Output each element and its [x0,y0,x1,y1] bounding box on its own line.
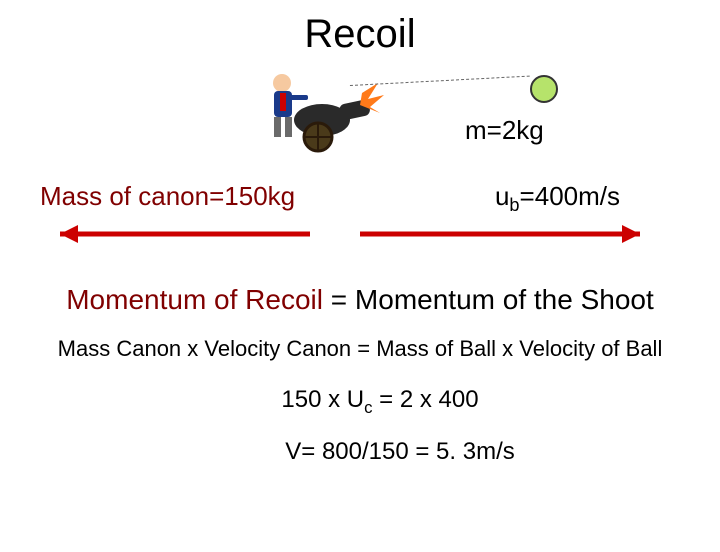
labels-row: Mass of canon=150kg ub=400m/s [0,181,720,216]
ball-mass-label: m=2kg [465,115,544,146]
ball-icon [530,75,558,103]
eq3-lhs-post: = [373,386,400,413]
equation-result: V= 800/150 = 5. 3m/s [0,438,720,466]
eq1-lhs: Momentum of Recoil [66,284,323,315]
ub-post: =400m/s [520,181,620,211]
equation-words: Mass Canon x Velocity Canon = Mass of Ba… [0,336,720,362]
ub-sub: b [509,195,519,215]
eq3-rhs: 2 x 400 [400,386,479,413]
eq1-rhs: Momentum of the Shoot [355,284,654,315]
eq4-lhs: V= 800/150 = [285,438,436,465]
equation-momentum: Momentum of Recoil = Momentum of the Sho… [0,284,720,316]
canon-mass-label: Mass of canon=150kg [40,181,295,216]
page-title: Recoil [0,12,720,57]
cannon-graphic [260,65,390,170]
arrows-region [0,216,720,256]
diagram-region: m=2kg [0,65,720,175]
eq1-eq: = [323,284,355,315]
eq3-sub: c [364,398,372,417]
ball-velocity-label: ub=400m/s [495,181,680,216]
eq4-rhs: 5. 3m/s [436,438,515,465]
equation-numbers: 150 x Uc = 2 x 400 [0,386,720,418]
ub-pre: u [495,181,509,211]
eq3-lhs-pre: 150 x U [281,386,364,413]
